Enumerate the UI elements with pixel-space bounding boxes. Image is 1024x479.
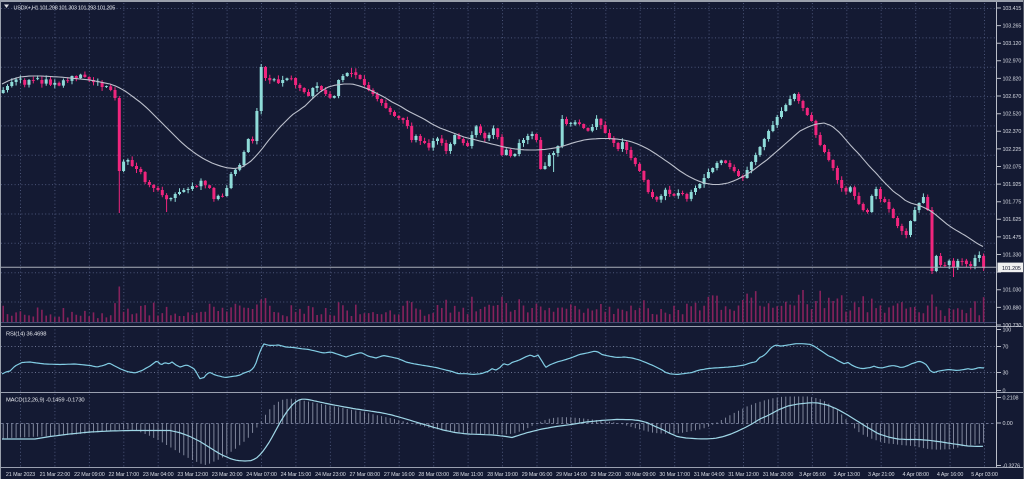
svg-text:103.120: 103.120: [1003, 41, 1022, 47]
svg-text:4 Apr 16:00: 4 Apr 16:00: [937, 472, 964, 478]
svg-text:30 Mar 17:00: 30 Mar 17:00: [659, 472, 690, 478]
svg-text:28 Mar 03:00: 28 Mar 03:00: [418, 472, 449, 478]
svg-text:31 Mar 04:00: 31 Mar 04:00: [694, 472, 725, 478]
svg-text:29 Mar 14:00: 29 Mar 14:00: [556, 472, 587, 478]
svg-text:3 Apr 21:00: 3 Apr 21:00: [868, 472, 895, 478]
svg-text:31 Mar 12:00: 31 Mar 12:00: [728, 472, 759, 478]
svg-text:21 Mar 22:00: 21 Mar 22:00: [40, 472, 71, 478]
svg-text:27 Mar 08:00: 27 Mar 08:00: [350, 472, 381, 478]
svg-text:24 Mar 07:00: 24 Mar 07:00: [246, 472, 277, 478]
svg-text:24 Mar 15:00: 24 Mar 15:00: [281, 472, 312, 478]
svg-text:23 Mar 12:00: 23 Mar 12:00: [177, 472, 208, 478]
svg-text:102.820: 102.820: [1003, 76, 1022, 82]
svg-text:102.520: 102.520: [1003, 112, 1022, 118]
svg-text:102.225: 102.225: [1003, 147, 1022, 153]
svg-text:102.970: 102.970: [1003, 59, 1022, 65]
svg-text:27 Mar 16:00: 27 Mar 16:00: [384, 472, 415, 478]
svg-text:100: 100: [1003, 327, 1012, 333]
svg-text:USDX+,H1 101.298 101.303 101.2: USDX+,H1 101.298 101.303 101.293 101.205: [14, 5, 116, 11]
svg-text:70: 70: [1003, 344, 1009, 350]
svg-text:28 Mar 19:00: 28 Mar 19:00: [487, 472, 518, 478]
svg-text:29 Mar 22:00: 29 Mar 22:00: [591, 472, 622, 478]
svg-text:0: 0: [1003, 388, 1006, 394]
svg-text:0.00: 0.00: [1003, 421, 1013, 427]
svg-text:3 Apr 13:00: 3 Apr 13:00: [834, 472, 861, 478]
svg-text:0.2108: 0.2108: [1003, 395, 1019, 401]
svg-text:RSI(14) 36.4698: RSI(14) 36.4698: [6, 331, 46, 337]
svg-text:103.415: 103.415: [1003, 6, 1022, 12]
svg-text:4 Apr 08:00: 4 Apr 08:00: [902, 472, 929, 478]
svg-text:MACD(12,26,9) -0.1459 -0.1730: MACD(12,26,9) -0.1459 -0.1730: [6, 397, 84, 403]
svg-text:31 Mar 20:00: 31 Mar 20:00: [763, 472, 794, 478]
svg-text:102.370: 102.370: [1003, 129, 1022, 135]
svg-text:30 Mar 09:00: 30 Mar 09:00: [625, 472, 656, 478]
svg-text:5 Apr 03:00: 5 Apr 03:00: [971, 472, 998, 478]
svg-text:101.925: 101.925: [1003, 182, 1022, 188]
svg-text:3 Apr 05:00: 3 Apr 05:00: [799, 472, 826, 478]
svg-text:28 Mar 11:00: 28 Mar 11:00: [453, 472, 483, 478]
svg-text:100.730: 100.730: [1003, 323, 1022, 329]
svg-text:101.475: 101.475: [1003, 235, 1022, 241]
svg-text:23 Mar 20:00: 23 Mar 20:00: [212, 472, 243, 478]
svg-text:101.775: 101.775: [1003, 200, 1022, 206]
svg-text:30: 30: [1003, 370, 1009, 376]
svg-text:-0.3276: -0.3276: [1003, 463, 1021, 469]
svg-text:101.205: 101.205: [1002, 266, 1021, 272]
svg-text:21 Mar 2023: 21 Mar 2023: [6, 472, 35, 478]
svg-text:24 Mar 23:00: 24 Mar 23:00: [315, 472, 346, 478]
svg-text:22 Mar 17:00: 22 Mar 17:00: [109, 472, 140, 478]
svg-text:101.330: 101.330: [1003, 252, 1022, 258]
svg-text:102.075: 102.075: [1003, 164, 1022, 170]
svg-text:22 Mar 09:00: 22 Mar 09:00: [74, 472, 105, 478]
svg-text:101.030: 101.030: [1003, 288, 1022, 294]
svg-text:100.880: 100.880: [1003, 305, 1022, 311]
svg-text:103.265: 103.265: [1003, 24, 1022, 30]
svg-text:101.625: 101.625: [1003, 217, 1022, 223]
svg-text:29 Mar 06:00: 29 Mar 06:00: [522, 472, 553, 478]
svg-text:23 Mar 04:00: 23 Mar 04:00: [143, 472, 174, 478]
svg-text:102.670: 102.670: [1003, 94, 1022, 100]
